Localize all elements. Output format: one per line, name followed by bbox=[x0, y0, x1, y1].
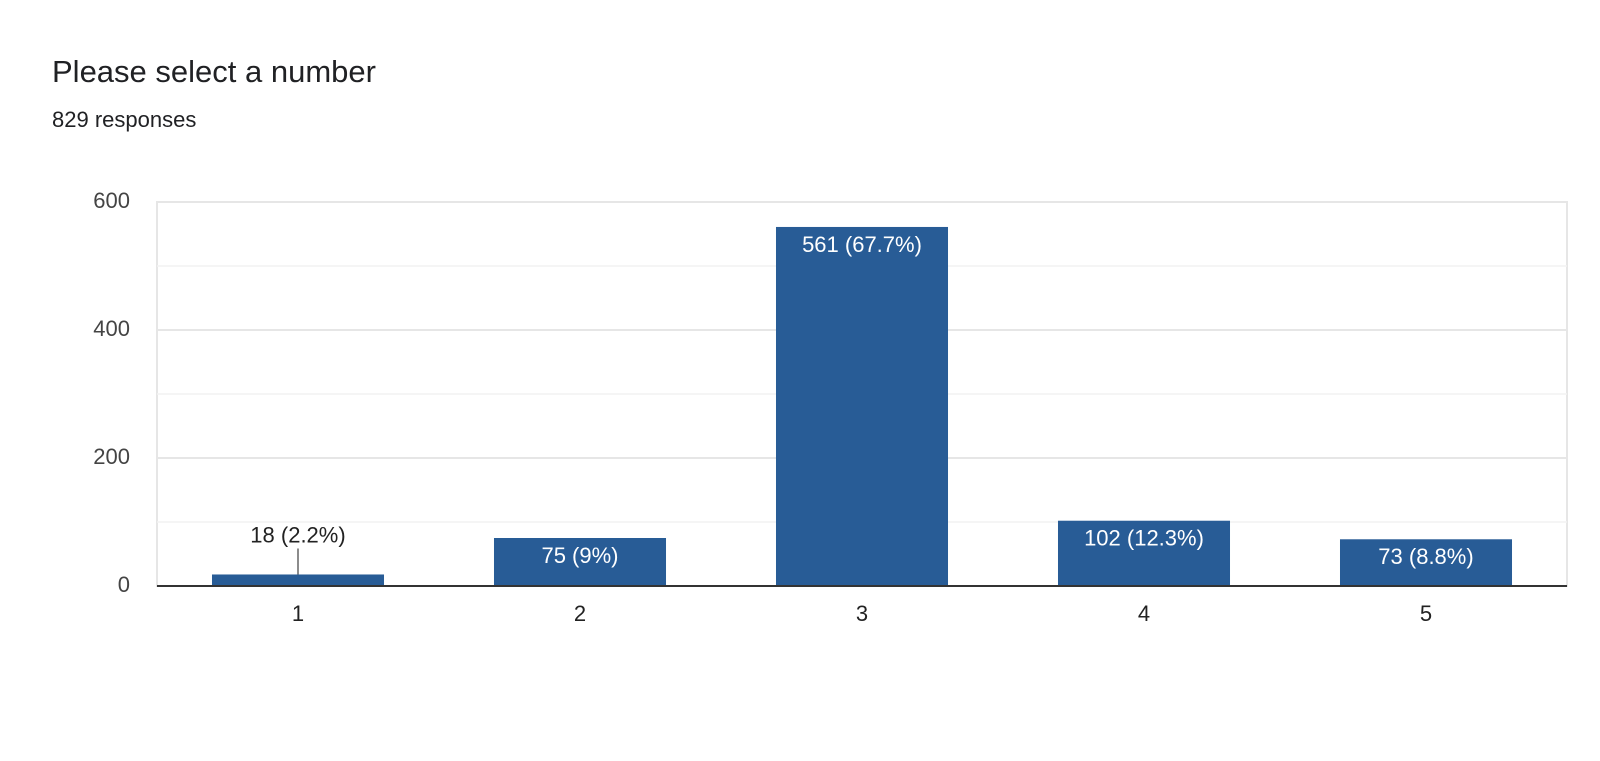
bar bbox=[211, 574, 385, 586]
x-tick-label: 5 bbox=[1420, 601, 1432, 626]
value-label: 561 (67.7%) bbox=[802, 232, 922, 257]
x-tick-label: 3 bbox=[856, 601, 868, 626]
value-label: 75 (9%) bbox=[541, 543, 618, 568]
value-label: 73 (8.8%) bbox=[1378, 544, 1473, 569]
y-tick-label: 200 bbox=[93, 444, 130, 469]
y-tick-label: 0 bbox=[118, 572, 130, 597]
chart-subtitle: 829 responses bbox=[52, 107, 196, 132]
y-tick-label: 400 bbox=[93, 316, 130, 341]
x-tick-label: 4 bbox=[1138, 601, 1150, 626]
bar bbox=[1339, 539, 1513, 586]
bar bbox=[493, 538, 667, 586]
value-label: 102 (12.3%) bbox=[1084, 526, 1204, 551]
value-label: 18 (2.2%) bbox=[250, 522, 345, 547]
x-tick-label: 1 bbox=[292, 601, 304, 626]
x-tick-label: 2 bbox=[574, 601, 586, 626]
bar bbox=[1057, 520, 1231, 586]
bar bbox=[775, 226, 949, 586]
y-tick-label: 600 bbox=[93, 188, 130, 213]
chart-title: Please select a number bbox=[52, 54, 376, 89]
